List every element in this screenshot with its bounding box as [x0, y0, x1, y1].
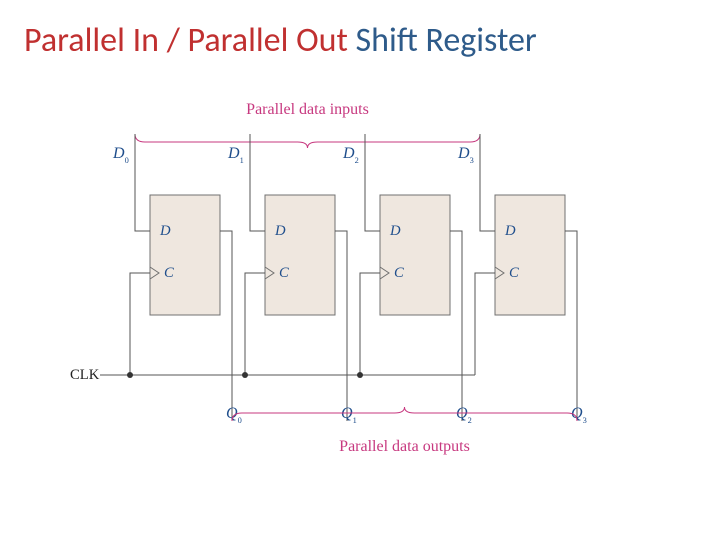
d-pin-label: D [274, 223, 286, 239]
d-pin-label: D [159, 223, 171, 239]
d-pin-label: D [389, 223, 401, 239]
c-pin-label: C [394, 265, 404, 281]
flipflop: D C D0 Q0 [112, 134, 242, 425]
clock-junction-dot [127, 372, 133, 378]
clk-label: CLK [70, 367, 100, 383]
top-brace [135, 134, 480, 148]
flipflop: DCD3Q3 [457, 134, 587, 425]
input-label: D0 [112, 145, 129, 165]
data-out-wire [565, 231, 577, 421]
flipflop: D C D2 Q2 [342, 134, 472, 425]
flipflop-body [380, 195, 450, 315]
flipflop-body [150, 195, 220, 315]
output-label: Q0 [226, 405, 242, 425]
bottom-brace-label: Parallel data outputs [339, 438, 470, 455]
d-pin-label: D [504, 223, 516, 239]
data-in-wire [480, 134, 495, 231]
clock-branch-wire [130, 273, 150, 375]
bottom-brace [232, 407, 577, 421]
flipflop: D C D1 Q1 [227, 134, 357, 425]
output-label: Q1 [341, 405, 357, 425]
input-label: D2 [342, 145, 359, 165]
shift-register-diagram: Parallel data inputs CLK D C D0 Q0 D C D1 Q1 D C D2 Q… [60, 100, 640, 480]
data-out-wire [220, 231, 232, 421]
clock-branch-wire [245, 273, 265, 375]
input-label: D3 [457, 145, 474, 165]
data-out-wire [450, 231, 462, 421]
clock-branch-wire [475, 273, 495, 375]
data-in-wire [365, 134, 380, 231]
clock-branch-wire [360, 273, 380, 375]
flipflop-body [495, 195, 565, 315]
title-segment: Shift Register [356, 20, 537, 61]
data-in-wire [250, 134, 265, 231]
input-label: D1 [227, 145, 244, 165]
data-in-wire [135, 134, 150, 231]
c-pin-label: C [164, 265, 174, 281]
c-pin-label: C [509, 265, 519, 281]
page-title: Parallel In / Parallel Out Shift Registe… [24, 20, 537, 61]
data-out-wire [335, 231, 347, 421]
flipflop-body [265, 195, 335, 315]
clock-junction-dot [357, 372, 363, 378]
top-brace-label: Parallel data inputs [246, 101, 369, 118]
clock-junction-dot [242, 372, 248, 378]
output-label: Q2 [456, 405, 472, 425]
title-segment: Parallel In / Parallel Out [24, 20, 356, 61]
c-pin-label: C [279, 265, 289, 281]
